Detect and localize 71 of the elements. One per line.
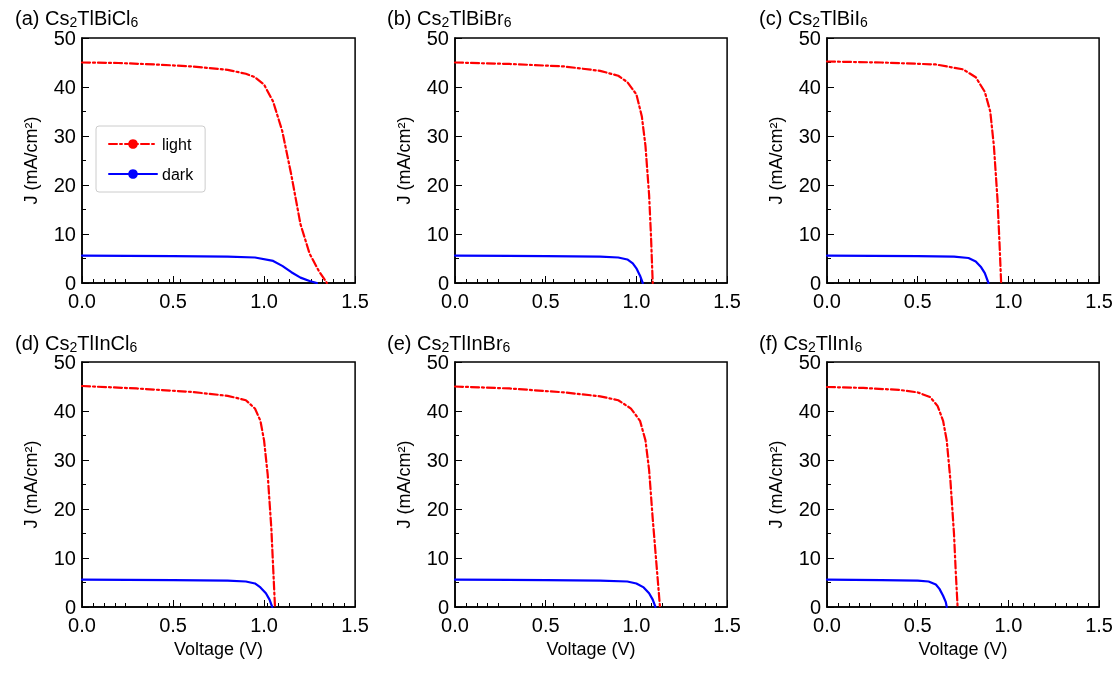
x-tick-label: 1.5: [1085, 290, 1113, 312]
x-tick-label: 0.5: [903, 614, 932, 636]
y-tick-label: 10: [798, 223, 821, 245]
y-axis-title: J (mA/cm²): [766, 116, 786, 205]
line-series: [80, 254, 318, 285]
y-tick-label: 40: [426, 400, 449, 422]
y-tick-label: 10: [53, 547, 76, 569]
x-tick-label: 1.5: [1085, 614, 1113, 636]
y-axis-title: J (mA/cm²): [394, 440, 414, 529]
x-axis-title: Voltage (V): [918, 638, 1008, 659]
x-axis-title: Voltage (V): [546, 638, 636, 659]
y-tick-label: 30: [53, 125, 76, 147]
y-axis-title: J (mA/cm²): [394, 116, 414, 205]
x-tick-label: 1.5: [713, 614, 741, 636]
line-series: [453, 385, 662, 609]
y-tick-label: 20: [53, 174, 76, 196]
y-tick-label: 20: [426, 498, 449, 520]
x-tick-label: 1.0: [622, 290, 651, 312]
x-tick-label: 1.5: [713, 290, 741, 312]
line-series: [825, 254, 990, 285]
y-axis-title: J (mA/cm²): [21, 116, 41, 205]
x-tick-label: 1.0: [994, 290, 1023, 312]
y-tick-label: 40: [53, 76, 76, 98]
y-tick-label: 50: [53, 27, 76, 49]
x-axis-title: Voltage (V): [174, 638, 264, 659]
x-tick-label: 0.5: [159, 614, 187, 636]
x-tick-label: 1.0: [250, 614, 278, 636]
line-series: [453, 61, 654, 285]
x-tick-label: 0.5: [531, 614, 560, 636]
y-tick-label: 20: [426, 174, 449, 196]
line-series: [825, 385, 959, 609]
y-tick-label: 30: [798, 125, 821, 147]
x-tick-label: 0.5: [531, 290, 560, 312]
line-series: [453, 254, 644, 285]
y-tick-label: 40: [426, 76, 449, 98]
y-axis-title: J (mA/cm²): [21, 440, 41, 529]
y-tick-label: 50: [426, 27, 449, 49]
y-tick-label: 10: [53, 223, 76, 245]
x-tick-label: 1.5: [341, 290, 369, 312]
y-tick-label: 10: [426, 547, 449, 569]
y-axis-title: J (mA/cm²): [766, 440, 786, 529]
y-tick-label: 10: [426, 223, 449, 245]
y-tick-label: 20: [798, 498, 821, 520]
y-tick-label: 30: [798, 449, 821, 471]
line-series: [80, 578, 274, 609]
y-tick-label: 20: [53, 498, 76, 520]
y-tick-label: 50: [798, 351, 821, 373]
y-tick-label: 40: [798, 400, 821, 422]
x-tick-label: 0.5: [903, 290, 932, 312]
y-tick-label: 20: [798, 174, 821, 196]
y-tick-label: 40: [53, 400, 76, 422]
x-tick-label: 1.0: [994, 614, 1023, 636]
y-tick-label: 30: [426, 449, 449, 471]
line-series: [453, 578, 657, 609]
line-series: [825, 60, 1003, 285]
y-tick-label: 30: [53, 449, 76, 471]
x-tick-label: 1.0: [250, 290, 278, 312]
y-tick-label: 10: [798, 547, 821, 569]
line-series: [80, 61, 328, 285]
line-series: [80, 384, 277, 609]
x-tick-label: 0.5: [159, 290, 187, 312]
y-tick-label: 50: [426, 351, 449, 373]
line-series: [825, 578, 948, 609]
legend-label: light: [162, 135, 192, 153]
x-tick-label: 1.5: [341, 614, 369, 636]
y-tick-label: 40: [798, 76, 821, 98]
x-tick-label: 1.0: [622, 614, 651, 636]
y-tick-label: 50: [53, 351, 76, 373]
y-tick-label: 50: [798, 27, 821, 49]
legend-label: dark: [162, 165, 195, 183]
y-tick-label: 30: [426, 125, 449, 147]
